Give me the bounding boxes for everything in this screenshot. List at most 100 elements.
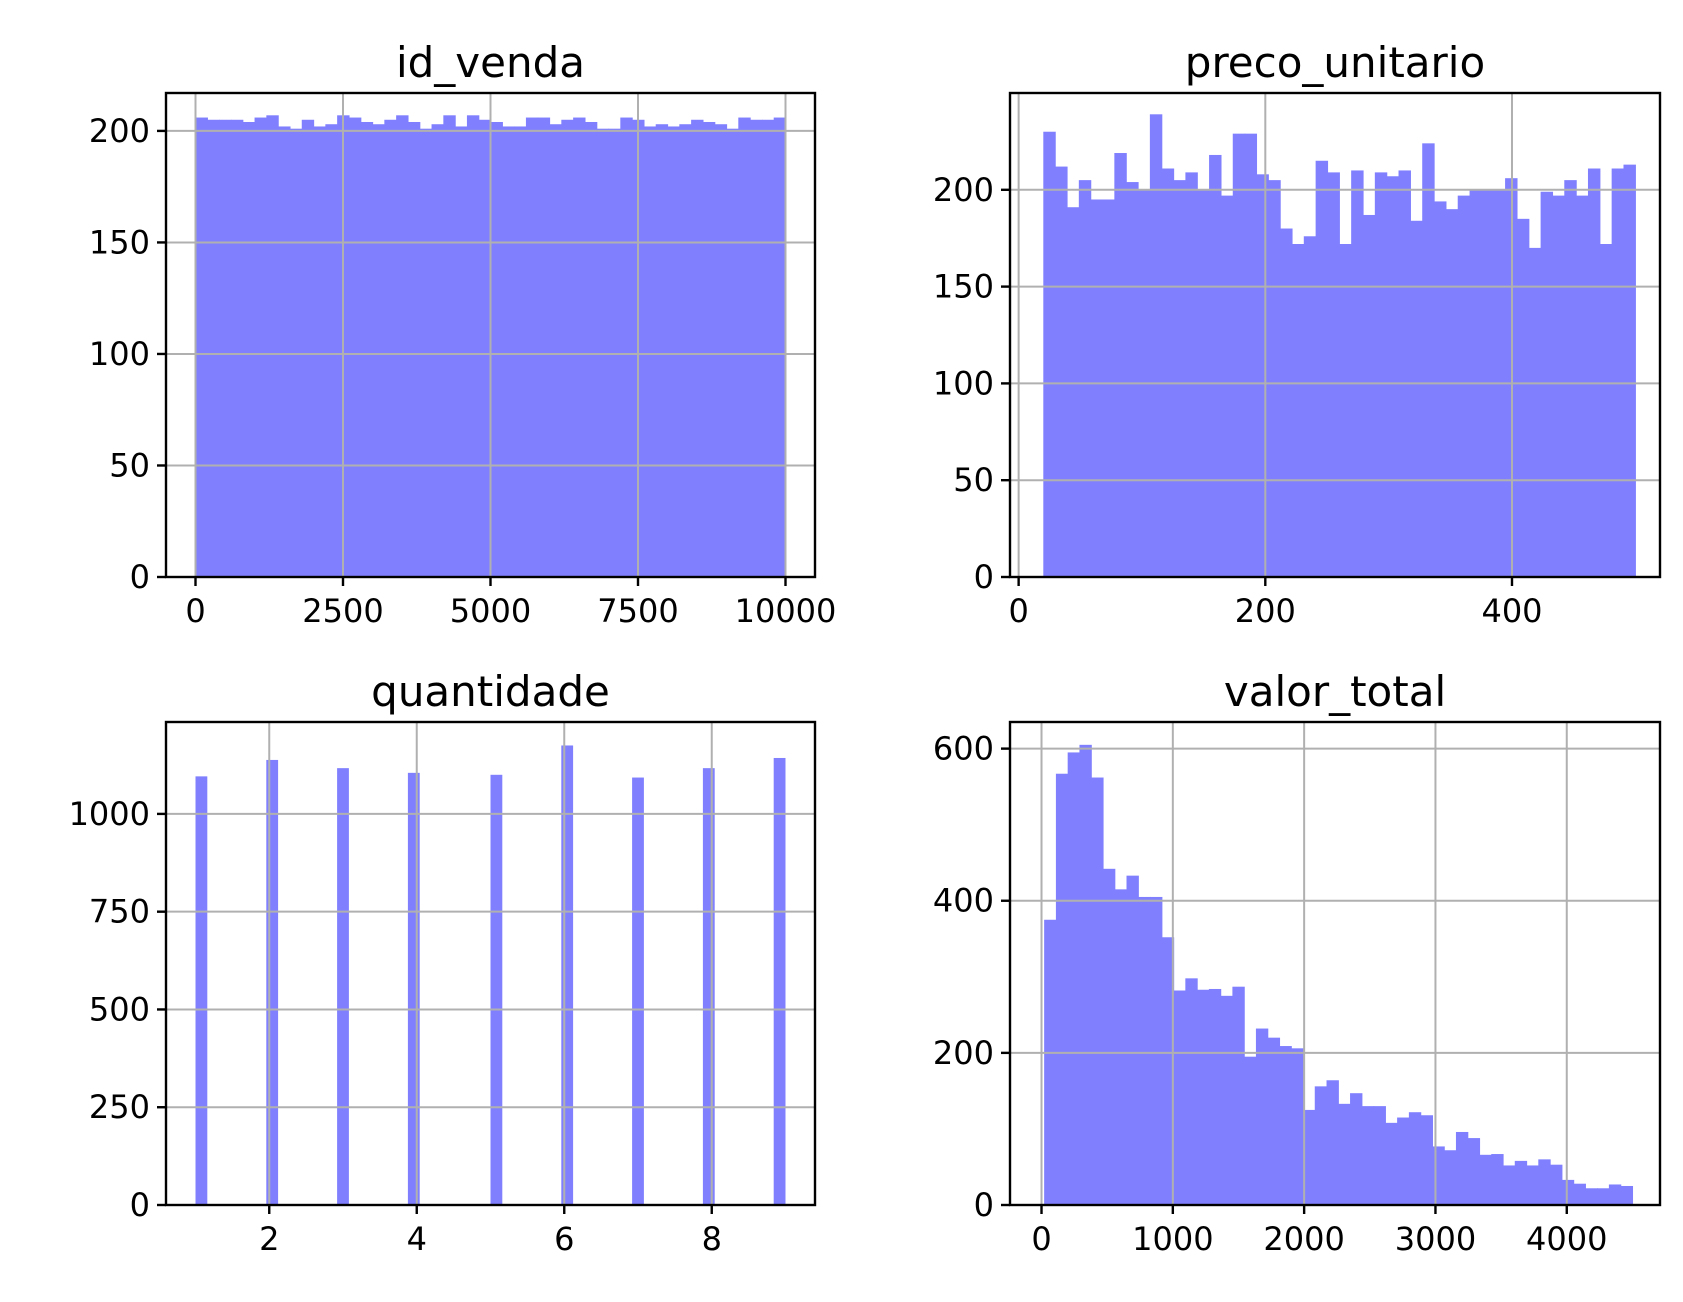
histogram-bar: [1091, 777, 1104, 1205]
histogram-bar: [632, 777, 644, 1205]
histogram-bar: [455, 126, 468, 577]
histogram-bar: [1315, 160, 1329, 577]
histogram-bar: [1623, 164, 1636, 577]
histogram-bar: [620, 117, 633, 578]
panel-id-venda: id_venda 0 2500 5000 7500 10000 0 50 100 150 200: [89, 38, 836, 630]
histogram-bar: [396, 115, 409, 578]
y-tick-label: 750: [89, 893, 150, 931]
histogram-bar: [1232, 133, 1246, 577]
x-tick-label: 8: [702, 1220, 722, 1258]
histogram-bar: [195, 776, 208, 1205]
histogram-bar: [1102, 199, 1115, 578]
histogram-bar: [1373, 1106, 1386, 1205]
histogram-bar: [1161, 168, 1175, 577]
axes-frame: [164, 720, 817, 1207]
panel-valor-total: valor_total 0 1000 2000 3000 4000 0 200 400 600: [933, 667, 1662, 1258]
y-tick-label: 50: [953, 461, 994, 499]
histogram-bar: [1432, 1146, 1445, 1205]
histogram-bar: [1444, 1150, 1457, 1205]
histogram-bar: [1361, 1106, 1375, 1205]
x-tick-label: 4: [407, 1220, 427, 1258]
histogram-bar: [1398, 170, 1411, 577]
histogram-bar: [1326, 1080, 1339, 1205]
histogram-bar: [1138, 896, 1151, 1205]
histogram-bar: [1173, 180, 1186, 577]
y-tick-label: 100: [89, 335, 150, 373]
x-tick-label: 0: [1008, 592, 1028, 630]
histogram-bar: [1573, 1183, 1586, 1205]
y-tick-label: 0: [974, 558, 994, 596]
histogram-bar: [1351, 170, 1364, 577]
histogram-bar: [490, 774, 503, 1205]
histogram-bar: [313, 126, 326, 577]
histogram-bar: [596, 128, 610, 577]
histogram-bar: [655, 124, 669, 578]
y-tick-label: 150: [933, 268, 994, 306]
histogram-bar: [679, 124, 692, 578]
histogram-bar: [1279, 1046, 1292, 1205]
histogram-bar: [691, 119, 704, 577]
y-tick-label: 100: [933, 364, 994, 402]
histogram-bar: [1220, 195, 1234, 577]
x-tick-label: 7500: [597, 592, 678, 630]
histogram-bar: [1044, 919, 1057, 1205]
y-tick-label: 50: [109, 446, 150, 484]
histogram-bar: [761, 119, 775, 577]
histogram-bar: [1455, 1131, 1469, 1205]
histogram-bar: [1599, 244, 1613, 577]
histogram-bar: [443, 115, 456, 578]
histogram-bar: [1434, 201, 1447, 577]
histogram-bar: [1620, 1185, 1634, 1205]
x-tick-label: 0: [1031, 1220, 1051, 1258]
histogram-bar: [478, 119, 492, 577]
x-tick-label: 5000: [450, 592, 531, 630]
histogram-bar: [1552, 195, 1565, 577]
y-tick-label: 0: [974, 1186, 994, 1224]
panel-title: id_venda: [396, 38, 585, 87]
histogram-bar: [266, 115, 279, 578]
histogram-bar: [1244, 133, 1258, 577]
histogram-bar: [1327, 172, 1340, 577]
histogram-bar: [384, 119, 397, 577]
y-tick-label: 600: [933, 730, 994, 768]
y-tick-label: 250: [89, 1088, 150, 1126]
histogram-bar: [1066, 207, 1080, 577]
histogram-bar: [1126, 875, 1139, 1205]
histogram-bar: [549, 124, 562, 578]
histogram-bar: [1291, 1048, 1304, 1205]
histogram-bar: [1516, 218, 1530, 577]
histogram-bar: [230, 119, 244, 577]
histogram-bar: [1338, 1103, 1351, 1205]
histogram-bar: [1514, 1160, 1528, 1205]
histogram-bar: [1173, 990, 1186, 1205]
histogram-bar: [1587, 168, 1601, 577]
histogram-bar: [1114, 889, 1128, 1205]
histogram-bar: [242, 121, 256, 577]
histogram-bar: [1374, 172, 1388, 577]
x-tick-label: 2000: [1263, 1220, 1344, 1258]
histogram-bar: [1078, 180, 1092, 577]
histogram-bar: [1585, 1188, 1598, 1205]
histogram-bar: [1244, 1056, 1257, 1205]
histogram-bar: [325, 124, 338, 578]
histogram-bar: [1576, 195, 1589, 577]
histogram-bar: [738, 117, 751, 578]
histogram-bar: [466, 115, 480, 578]
histogram-bar: [584, 121, 598, 577]
axes-frame: [1008, 720, 1662, 1207]
histogram-bar: [348, 117, 362, 578]
histogram-bar: [407, 121, 421, 577]
histogram-bar: [1220, 995, 1233, 1205]
histogram-bar: [514, 126, 527, 577]
histogram-bar: [773, 117, 787, 578]
histogram-bar: [407, 772, 420, 1205]
histogram-bar: [1302, 1109, 1316, 1205]
histogram-bar: [561, 745, 574, 1205]
histogram-bar: [1445, 209, 1459, 577]
histogram-bar: [1114, 153, 1127, 578]
histogram-bar: [1385, 1122, 1398, 1205]
histogram-bar: [1197, 989, 1210, 1205]
histogram-bar: [1043, 131, 1056, 577]
y-tick-label: 500: [89, 990, 150, 1028]
panel-title: quantidade: [371, 667, 610, 716]
